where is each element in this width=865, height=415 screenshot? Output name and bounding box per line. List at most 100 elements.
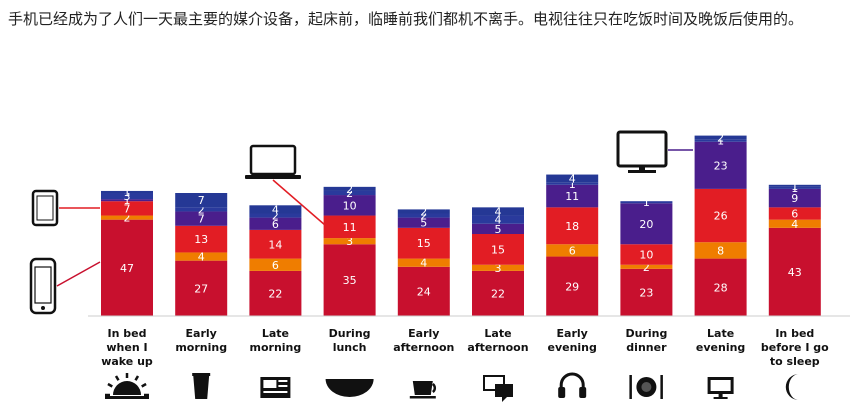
bar-7: 23 210 20 1 [620,196,673,316]
bar-segment [768,207,821,220]
category-label: to sleep [770,355,820,368]
segment-label: 22 [268,287,282,300]
segment-label: 13 [194,233,208,246]
category-label: dinner [626,341,667,354]
segment-label: 7 [198,194,205,207]
category-label: evening [547,341,596,354]
category-label: evening [696,341,745,354]
bar-segment [694,258,747,316]
segment-label: 6 [791,208,798,221]
category-label: wake up [101,355,153,368]
category-label: when I [106,341,147,354]
bar-segment [249,217,302,230]
segment-label: 6 [569,244,576,257]
bar-segment [397,258,450,267]
tv-monitor-icon [707,377,734,399]
segment-label: 7 [124,202,131,215]
bar-segment [620,201,673,204]
segment-label: 11 [343,221,357,234]
segment-label: 4 [495,205,502,218]
category-label: lunch [333,341,367,354]
bar-segment [101,193,153,200]
category-label: afternoon [467,341,528,354]
bar-segment [397,209,450,214]
bar-segment [175,260,228,316]
segment-label: 3 [495,262,502,275]
bar-segment [323,186,376,191]
segment-label: 4 [569,173,576,186]
bar-segment [768,219,821,228]
segment-label: 4 [272,203,279,216]
newspaper-icon [260,377,291,398]
bar-segment [472,270,524,316]
segment-label: 1 [569,178,576,191]
segment-label: 3 [346,235,353,248]
bar-segment [175,225,228,253]
bar-segment [472,207,524,216]
segment-label: 8 [717,244,724,257]
bar-segment [101,199,153,202]
segment-label: 6 [272,259,279,272]
segment-label: 35 [343,274,357,287]
bar-segment [249,258,302,271]
bar-segment [323,244,376,316]
segment-label: 1 [791,182,798,195]
smartphone-icon [29,257,101,315]
segment-label: 4 [791,218,798,231]
segment-label: 22 [491,287,505,300]
bar-segment [694,141,747,189]
bar-segment [323,238,376,245]
bar-segment [175,211,228,226]
segment-label: 27 [194,282,208,295]
bar-4: 24 4 15 522 [397,205,450,316]
category-label: before I go [761,341,829,354]
category-label: morning [250,341,302,354]
segment-label: 1 [124,194,131,207]
bar-segment [101,190,153,193]
cup-icon [192,373,211,399]
plate-cutlery-icon [629,375,663,399]
bar-segment [249,213,302,218]
category-label: During [329,327,371,340]
bar-segment [472,215,524,224]
chat-bubbles-icon [483,375,513,402]
category-label: Late [484,327,511,340]
bar-segment [694,188,747,243]
segment-label: 4 [198,251,205,264]
bar-segment [620,264,673,269]
coffee-cup-icon [409,381,436,399]
bar-segment [546,256,599,316]
bar-segment [546,182,599,185]
segment-label: 15 [491,243,505,256]
tablet-icon [31,189,100,227]
bar-segment [546,184,599,208]
bar-8: 28 8 26 23 12 [694,132,747,316]
tv-icon [616,130,693,173]
bar-segment [620,268,673,316]
bar-segment [249,205,302,214]
segment-label: 1 [643,196,650,209]
bar-segment [472,223,524,234]
bar-segment [175,193,228,208]
segment-label: 6 [272,218,279,231]
category-label: In bed [108,327,147,340]
headphones-icon [558,372,587,398]
category-label: Late [262,327,289,340]
category-label: afternoon [393,341,454,354]
segment-label: 11 [565,190,579,203]
segment-label: 2 [643,261,650,274]
segment-label: 5 [495,223,502,236]
category-label: Early [186,327,217,340]
segment-label: 7 [198,213,205,226]
category-label: morning [175,341,227,354]
bar-segment [768,186,821,189]
laptop-icon [245,144,334,233]
bar-segment [768,184,821,187]
bar-segment [546,174,599,183]
